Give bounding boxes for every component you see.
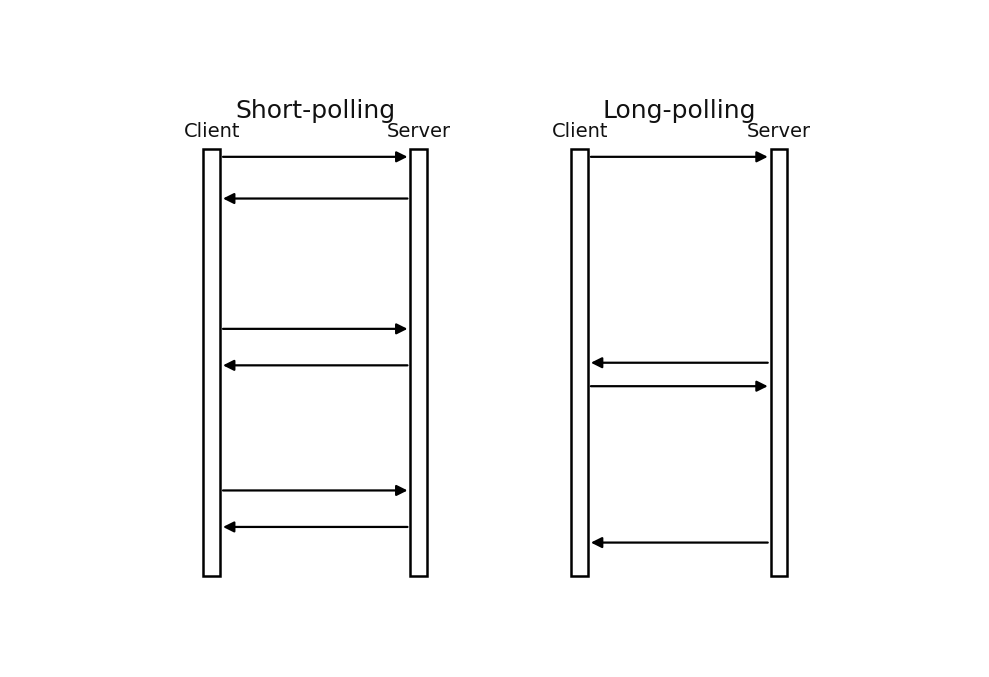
- Bar: [770, 149, 787, 577]
- Text: Client: Client: [184, 122, 240, 141]
- Text: Long-polling: Long-polling: [602, 100, 756, 123]
- Text: Server: Server: [387, 122, 451, 141]
- Text: Client: Client: [552, 122, 608, 141]
- Text: Server: Server: [747, 122, 811, 141]
- Text: Short-polling: Short-polling: [235, 100, 396, 123]
- Bar: [572, 149, 588, 577]
- Bar: [410, 149, 427, 577]
- Bar: [204, 149, 221, 577]
